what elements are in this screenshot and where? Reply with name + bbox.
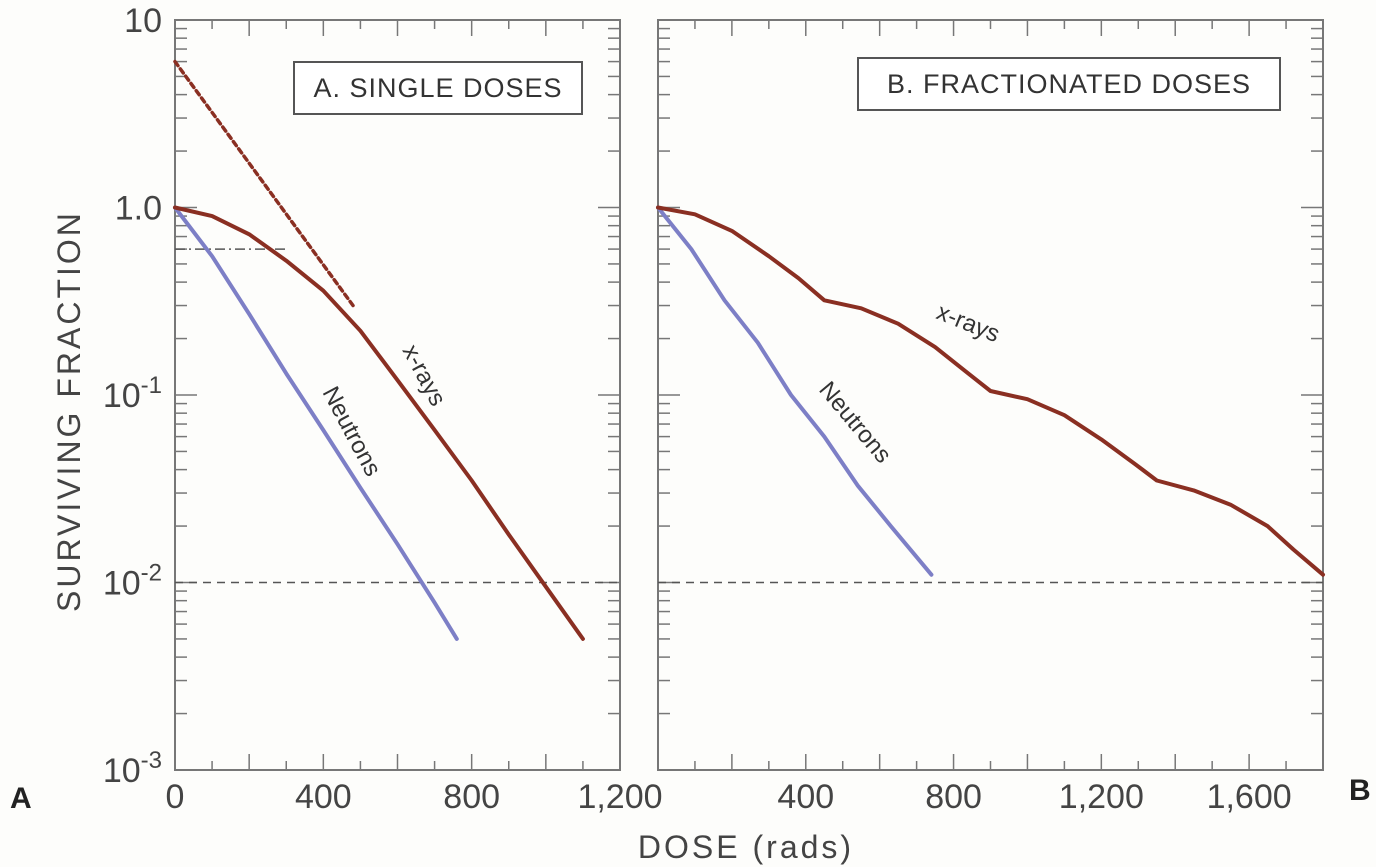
panel-b-ticks bbox=[658, 20, 1323, 771]
y-tick-labels: 10-3 10-2 10-1 1.0 10 bbox=[103, 2, 162, 790]
x-axis-title: DOSE (rads) bbox=[638, 829, 854, 865]
panel-a-series-extrapolation-line bbox=[173, 59, 355, 308]
y-tick-label: 10-3 bbox=[103, 747, 162, 790]
panel-a-series-neutrons-line bbox=[173, 205, 459, 641]
panel-a-x-tick-label: 0 bbox=[166, 778, 185, 816]
corner-label-b: B bbox=[1349, 774, 1371, 807]
panel-b-series-x-rays-line bbox=[656, 205, 1325, 577]
panel-a-x-tick-label: 400 bbox=[295, 778, 352, 816]
panel-b-xrays-label: x-rays bbox=[933, 299, 1004, 349]
panel-b-x-tick-label: 400 bbox=[777, 778, 834, 816]
panel-b-frame bbox=[657, 19, 1324, 771]
y-axis-title: SURVIVING FRACTION bbox=[51, 210, 87, 612]
panel-b-x-tick-label: 1,200 bbox=[1059, 778, 1144, 816]
panel-a: A. SINGLE DOSES x-rays Neutrons bbox=[173, 19, 621, 771]
panel-a-series-x-rays-line bbox=[173, 205, 585, 641]
panel-a-title-box bbox=[293, 61, 583, 115]
panel-b-x-tick-label: 1,600 bbox=[1207, 778, 1292, 816]
panel-a-title: A. SINGLE DOSES bbox=[313, 73, 562, 103]
y-tick-label: 1.0 bbox=[115, 190, 162, 228]
panel-a-frame bbox=[174, 19, 621, 771]
panel-a-x-tick-labels: 0 400 800 1,200 bbox=[166, 778, 663, 816]
y-tick-label: 10-1 bbox=[103, 372, 162, 415]
panel-a-ticks bbox=[175, 20, 620, 771]
panel-b-series bbox=[656, 205, 1325, 577]
panel-b: B. FRACTIONATED DOSES x-rays Neutrons bbox=[656, 19, 1325, 771]
panel-b-title: B. FRACTIONATED DOSES bbox=[887, 69, 1251, 99]
corner-label-a: A bbox=[10, 782, 32, 815]
y-tick-label: 10-2 bbox=[103, 560, 162, 603]
panel-b-x-tick-labels: 400 800 1,200 1,600 bbox=[777, 778, 1291, 816]
panel-b-x-tick-label: 800 bbox=[925, 778, 982, 816]
panel-b-neutrons-label: Neutrons bbox=[813, 377, 896, 469]
panel-a-xrays-label: x-rays bbox=[397, 340, 452, 410]
panel-a-x-tick-label: 1,200 bbox=[577, 778, 662, 816]
y-tick-label: 10 bbox=[124, 2, 162, 40]
panel-b-series-neutrons-line bbox=[656, 205, 934, 577]
panel-a-series bbox=[173, 59, 585, 641]
panel-a-neutrons-label: Neutrons bbox=[317, 382, 387, 481]
panel-b-title-box bbox=[857, 57, 1281, 111]
panel-a-x-tick-label: 800 bbox=[443, 778, 500, 816]
